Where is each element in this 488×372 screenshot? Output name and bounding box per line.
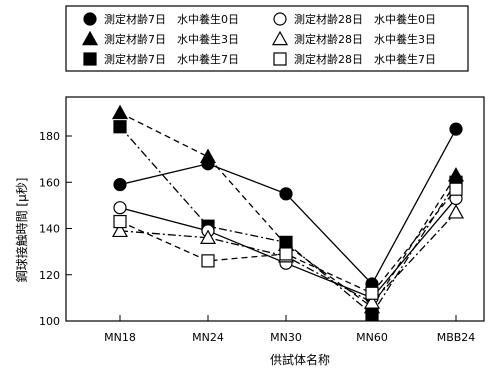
legend-label: 測定材齢7日 水中養生0日: [104, 12, 239, 26]
axes: 100 120 140 160 180 MN18 MN24 MN30 MN60 MBB24: [39, 96, 485, 344]
data-point: [113, 201, 127, 215]
data-point: [449, 182, 463, 196]
series-6: [113, 182, 463, 300]
legend-item: 測定材齢28日 水中養生0日: [273, 12, 436, 26]
x-tick-label: MN30: [270, 331, 302, 344]
data-point: [279, 247, 293, 261]
legend-item: 測定材齢28日 水中養生7日: [273, 52, 436, 66]
x-tick-label: MN18: [104, 331, 136, 344]
legend-label: 測定材齢7日 水中養生7日: [104, 52, 239, 66]
legend-marker: [83, 52, 97, 66]
x-tick-label: MN60: [356, 331, 388, 344]
data-point: [111, 104, 129, 120]
data-point: [447, 204, 465, 219]
series-line: [119, 211, 457, 304]
legend-marker: [83, 12, 97, 26]
legend-label: 測定材齢28日 水中養生3日: [294, 32, 436, 46]
legend-label: 測定材齢28日 水中養生0日: [294, 12, 436, 26]
x-tick-label: MN24: [192, 331, 224, 344]
data-point: [365, 307, 379, 321]
data-point: [279, 235, 293, 249]
legend-marker: [81, 30, 99, 46]
plot-area: [111, 104, 465, 321]
legend-label: 測定材齢7日 水中養生3日: [104, 32, 239, 46]
data-point: [449, 122, 463, 136]
data-point: [365, 286, 379, 300]
data-point: [113, 177, 127, 192]
x-tick-label: MBB24: [437, 331, 476, 344]
data-point: [201, 254, 215, 268]
data-point: [111, 222, 129, 238]
data-point: [113, 120, 127, 134]
legend-marker: [273, 12, 287, 26]
data-point: [113, 214, 127, 229]
legend-item: 測定材齢7日 水中養生0日: [83, 12, 239, 26]
legend-item: 測定材齢7日 水中養生7日: [83, 52, 239, 66]
data-point: [199, 229, 217, 244]
x-axis-label: 供試体名称: [270, 352, 330, 367]
y-tick-label: 160: [39, 176, 60, 189]
data-point: [363, 294, 381, 309]
plot-frame: [65, 96, 485, 322]
y-tick-label: 100: [39, 315, 60, 328]
series-line: [119, 112, 457, 309]
series-2: [111, 104, 465, 314]
legend-label: 測定材齢28日 水中養生7日: [294, 52, 436, 66]
legend-item: 測定材齢28日 水中養生3日: [271, 30, 436, 46]
legend-box: [65, 5, 469, 72]
data-point: [199, 148, 217, 164]
legend-marker: [271, 30, 289, 46]
y-tick-label: 180: [39, 130, 60, 143]
y-axis-label: 鋼球接触時間 [μ秒]: [14, 178, 29, 283]
legend-item: 測定材齢7日 水中養生3日: [81, 30, 239, 46]
y-tick-label: 120: [39, 269, 60, 282]
y-tick-label: 140: [39, 223, 60, 236]
data-point: [279, 187, 293, 201]
legend-marker: [273, 52, 287, 66]
